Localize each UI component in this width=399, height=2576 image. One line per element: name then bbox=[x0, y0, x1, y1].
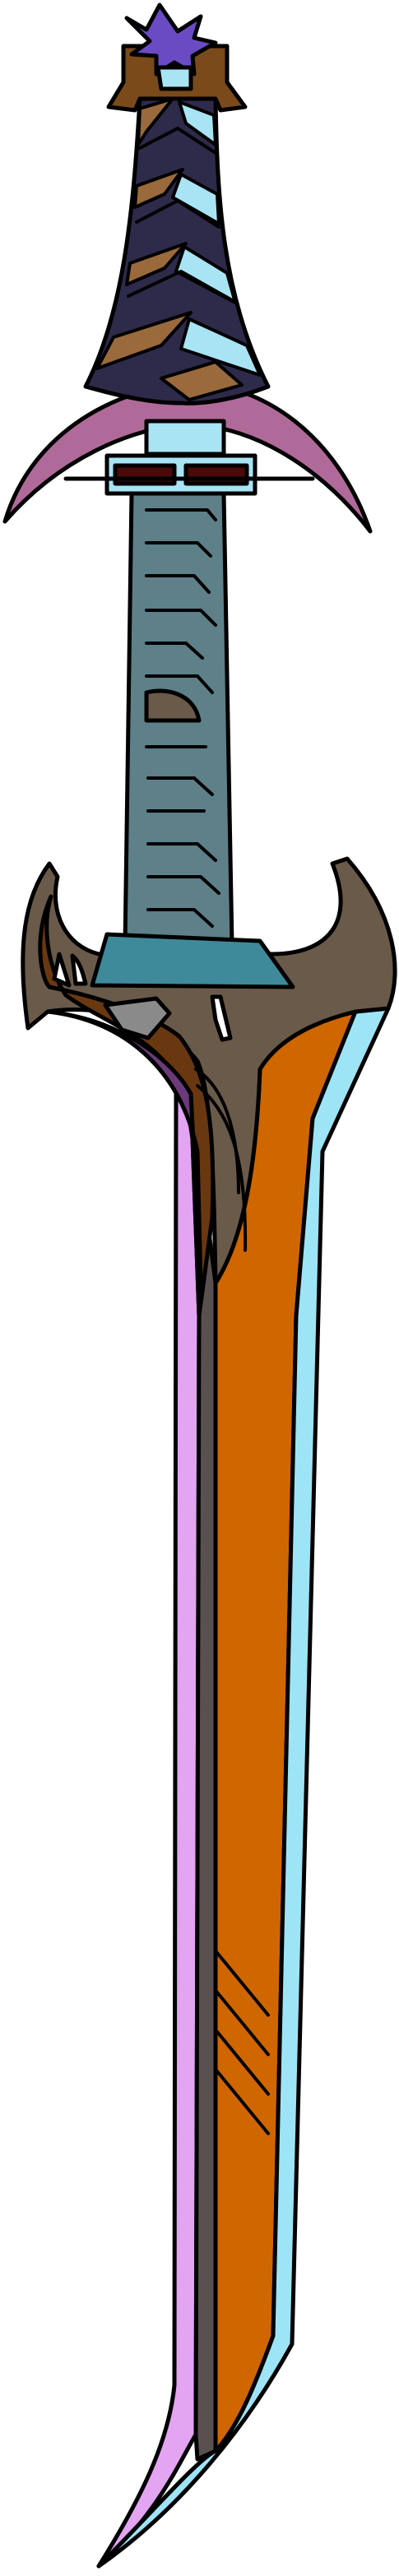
pommel bbox=[106, 2, 248, 113]
chevron-2 bbox=[135, 199, 220, 229]
grip-wrap-8 bbox=[179, 317, 262, 377]
glyph-2 bbox=[145, 541, 212, 558]
grip bbox=[83, 96, 271, 405]
crossguard-maroon-left bbox=[113, 463, 177, 486]
guard-fang-cutout-2 bbox=[70, 953, 88, 986]
tang-glyphs bbox=[145, 508, 220, 928]
glyph-12 bbox=[146, 908, 214, 928]
engraving-line-4 bbox=[214, 2068, 270, 2135]
pommel-crown bbox=[124, 2, 218, 76]
blade-lavender-strip bbox=[96, 1091, 202, 2569]
grip-wrap-1 bbox=[137, 97, 174, 146]
glyph-4 bbox=[145, 609, 217, 627]
glyph-11 bbox=[146, 875, 220, 895]
crossguard bbox=[2, 381, 373, 534]
grip-chevrons bbox=[127, 127, 235, 303]
chevron-1 bbox=[138, 127, 217, 155]
glyph-1 bbox=[145, 508, 217, 521]
guard-gray-notch bbox=[103, 996, 172, 1040]
guard-claw-cutout bbox=[210, 994, 233, 1042]
chevron-3 bbox=[127, 270, 235, 303]
blade-cyan-edge bbox=[96, 1006, 391, 2569]
crossguard-maroon-right bbox=[183, 463, 249, 486]
engraving-line-3 bbox=[214, 2028, 270, 2096]
grip-wraps bbox=[95, 97, 262, 401]
glyph-6 bbox=[145, 674, 214, 694]
engraving-line-1 bbox=[214, 1949, 270, 2017]
glyph-10 bbox=[146, 842, 217, 862]
blade bbox=[96, 1006, 391, 2569]
guard-ridge-1 bbox=[194, 1068, 240, 1194]
grip-wrap-4 bbox=[171, 173, 220, 225]
glyph-3 bbox=[145, 574, 211, 594]
tang bbox=[123, 491, 234, 948]
guard-brown-inner bbox=[38, 894, 216, 1318]
guard-fang-cutout-1 bbox=[52, 952, 72, 988]
crossguard-collar bbox=[144, 419, 226, 456]
grip-wrap-6 bbox=[174, 245, 237, 304]
glyph-8 bbox=[146, 776, 214, 796]
grip-wrap-3 bbox=[133, 168, 184, 209]
grip-wrap-5 bbox=[125, 242, 188, 286]
grip-wrap-7 bbox=[95, 311, 193, 370]
engraving-line-2 bbox=[214, 1989, 270, 2056]
guard-ridge-2 bbox=[196, 1084, 248, 1252]
crossguard-crescent bbox=[2, 381, 373, 534]
glyph-5 bbox=[145, 642, 204, 660]
guard-purple-swoop bbox=[45, 1009, 203, 1286]
collar bbox=[90, 932, 295, 989]
tang-dome-inlay bbox=[144, 688, 202, 723]
grip-wrap-9 bbox=[160, 360, 244, 401]
pommel-gem bbox=[155, 65, 193, 91]
grip-wrap-2 bbox=[178, 100, 217, 146]
blade-engravings bbox=[214, 1949, 270, 2135]
